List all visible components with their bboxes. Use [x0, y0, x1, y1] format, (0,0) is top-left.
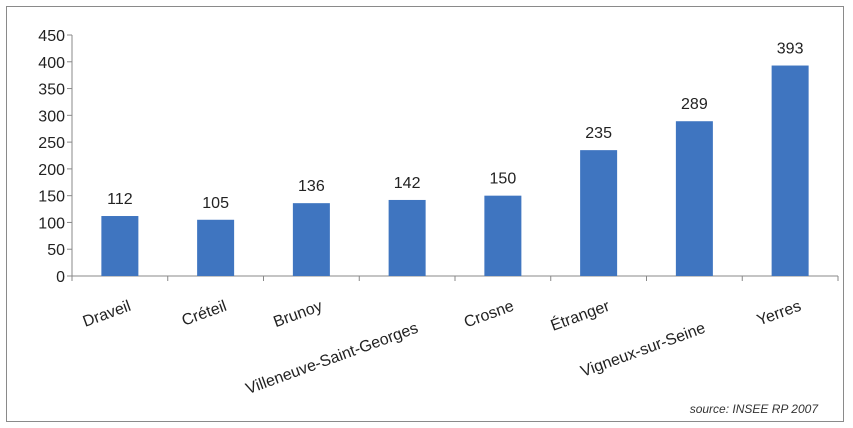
- bar: [197, 219, 235, 276]
- category-label: Crosne: [462, 298, 516, 332]
- x-axis: [71, 275, 839, 281]
- bar: [580, 150, 618, 276]
- category-label: Créteil: [180, 298, 229, 330]
- category-label: Villeneuve-Saint-Georges: [244, 320, 421, 398]
- data-label: 105: [202, 195, 229, 212]
- bar: [771, 65, 809, 276]
- y-tick-label: 100: [38, 215, 65, 232]
- y-tick-label: 200: [38, 162, 65, 179]
- category-label: Vigneux-sur-Seine: [579, 320, 708, 381]
- source-note: source: INSEE RP 2007: [690, 402, 820, 416]
- category-label: Draveil: [81, 298, 134, 331]
- bar: [388, 199, 426, 276]
- category-label: Brunoy: [271, 298, 324, 331]
- y-tick-label: 350: [38, 82, 65, 99]
- y-tick-label: 250: [38, 135, 65, 152]
- data-label: 150: [490, 171, 517, 188]
- data-label: 112: [107, 191, 133, 208]
- y-tick-label: 450: [38, 28, 65, 45]
- bar: [675, 121, 713, 276]
- data-label: 136: [298, 178, 325, 195]
- data-label: 393: [777, 41, 804, 58]
- category-labels: Draveil Créteil BrunoyVilleneuve-Saint-Geo…: [81, 296, 804, 398]
- data-label: 142: [394, 175, 421, 192]
- data-label: 235: [585, 125, 612, 142]
- category-label: Étranger: [548, 296, 613, 335]
- bars: [101, 65, 809, 276]
- y-tick-label: 150: [38, 189, 65, 206]
- y-tick-label: 50: [47, 242, 65, 259]
- category-label: Yerres: [755, 298, 804, 330]
- bar: [101, 216, 139, 276]
- y-axis: 0 50 100 150 200 250 300 350 400 450: [38, 28, 73, 286]
- data-labels: 112 105 136 142 150 235 289 393: [107, 41, 803, 212]
- y-tick-label: 400: [38, 55, 65, 72]
- data-label: 289: [681, 96, 708, 113]
- bar: [292, 203, 330, 276]
- bar: [484, 195, 522, 276]
- y-tick-label: 300: [38, 108, 65, 125]
- y-tick-label: 0: [56, 269, 65, 286]
